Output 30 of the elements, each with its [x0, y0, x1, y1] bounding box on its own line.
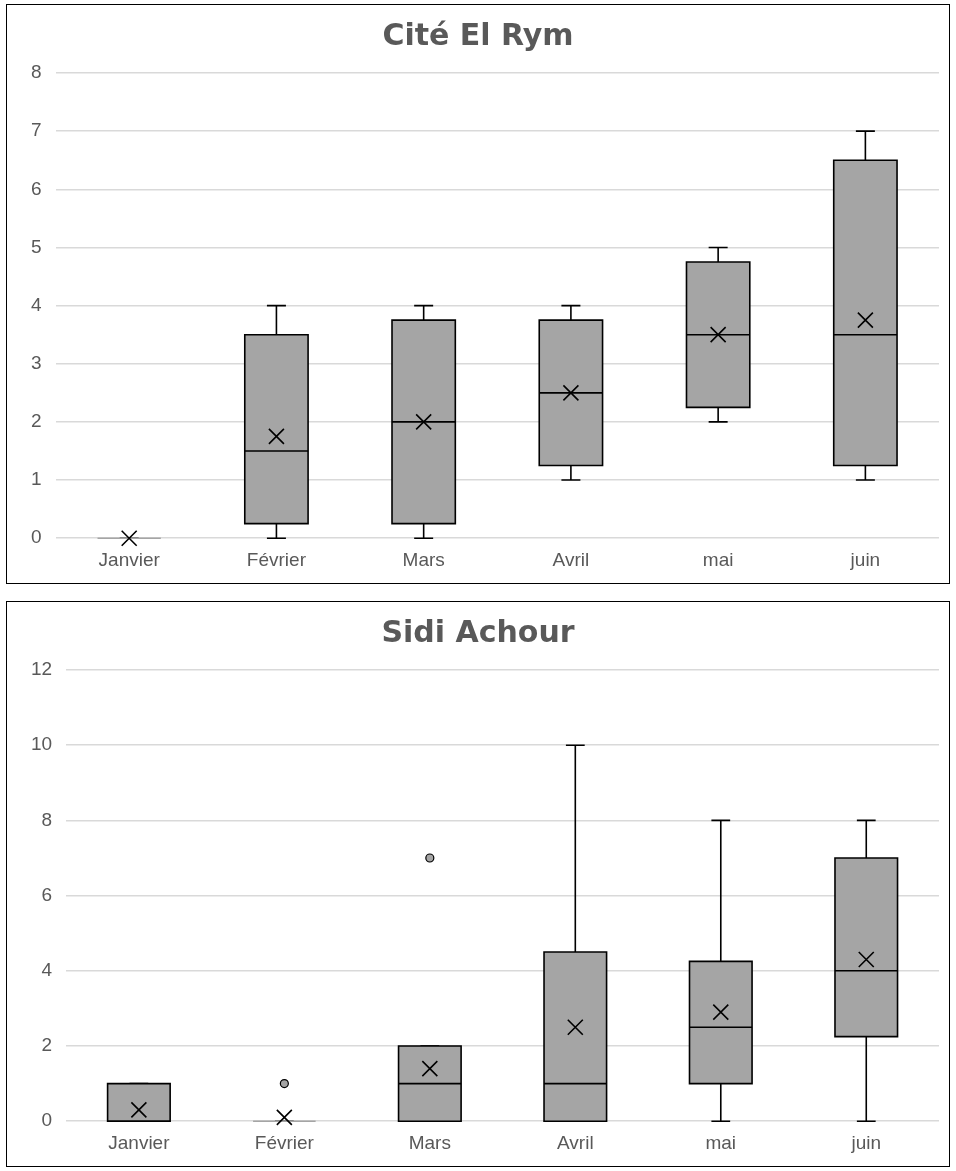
- y-tick-label: 4: [30, 293, 42, 315]
- x-tick-label: juin: [849, 548, 881, 570]
- x-tick-label: mai: [702, 548, 734, 570]
- chart-title: Sidi Achour: [381, 613, 575, 649]
- x-tick-label: Mars: [408, 1131, 451, 1153]
- x-tick-label: Février: [254, 1131, 315, 1153]
- x-tick-label: Janvier: [108, 1131, 171, 1153]
- x-tick-label: Mars: [402, 548, 445, 570]
- y-tick-label: 6: [41, 883, 53, 905]
- y-tick-label: 8: [30, 61, 42, 83]
- y-tick-label: 1: [30, 468, 42, 490]
- y-tick-label: 7: [30, 119, 42, 141]
- y-tick-label: 4: [41, 959, 53, 981]
- y-tick-label: 8: [41, 808, 53, 830]
- x-tick-label: Avril: [557, 1131, 594, 1153]
- y-tick-label: 5: [30, 235, 42, 257]
- x-tick-label: mai: [705, 1131, 737, 1153]
- y-tick-label: 0: [30, 526, 42, 548]
- x-tick-label: Janvier: [98, 548, 161, 570]
- chart-title: Cité El Rym: [382, 16, 574, 52]
- y-tick-label: 2: [30, 410, 42, 432]
- y-tick-label: 2: [41, 1034, 53, 1056]
- y-tick-label: 6: [30, 177, 42, 199]
- x-tick-label: Février: [246, 548, 307, 570]
- y-tick-label: 12: [30, 658, 53, 680]
- y-tick-label: 3: [30, 351, 42, 373]
- x-tick-label: juin: [850, 1131, 882, 1153]
- y-tick-label: 0: [41, 1109, 53, 1131]
- y-tick-label: 10: [30, 733, 53, 755]
- x-tick-label: Avril: [552, 548, 590, 570]
